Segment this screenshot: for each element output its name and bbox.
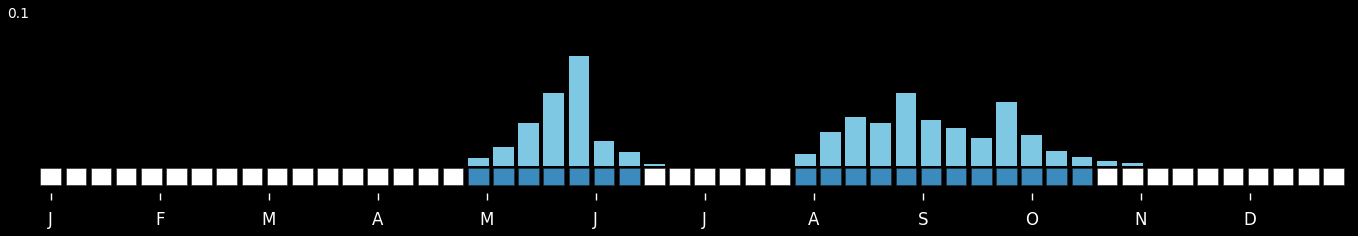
Bar	[292, 168, 312, 185]
Bar	[1148, 168, 1168, 185]
Bar	[493, 168, 513, 185]
Bar	[1021, 135, 1042, 166]
Bar	[669, 168, 690, 185]
Bar	[1198, 168, 1218, 185]
Bar	[519, 123, 539, 166]
Bar	[1047, 168, 1067, 185]
Bar	[1071, 168, 1092, 185]
Bar	[392, 168, 413, 185]
Bar	[1021, 168, 1042, 185]
Bar	[65, 168, 86, 185]
Bar	[1172, 168, 1192, 185]
Bar	[619, 168, 640, 185]
Bar	[1272, 168, 1293, 185]
Bar	[543, 168, 564, 185]
Bar	[493, 148, 513, 166]
Bar	[141, 168, 162, 185]
Bar	[921, 120, 941, 166]
Bar	[191, 168, 212, 185]
Bar	[342, 168, 363, 185]
Bar	[316, 168, 338, 185]
Bar	[1122, 163, 1142, 166]
Bar	[443, 168, 463, 185]
Bar	[543, 93, 564, 166]
Bar	[921, 168, 941, 185]
Bar	[1323, 168, 1344, 185]
Bar	[947, 168, 967, 185]
Bar	[870, 123, 891, 166]
Bar	[418, 168, 439, 185]
Bar	[845, 168, 866, 185]
Bar	[519, 168, 539, 185]
Bar	[1248, 168, 1268, 185]
Bar	[569, 56, 589, 166]
Bar	[820, 168, 841, 185]
Bar	[997, 102, 1017, 166]
Bar	[166, 168, 187, 185]
Bar	[744, 168, 766, 185]
Bar	[1097, 161, 1118, 166]
Bar	[1122, 168, 1142, 185]
Bar	[870, 168, 891, 185]
Bar	[895, 93, 917, 166]
Bar	[794, 154, 816, 166]
Bar	[266, 168, 288, 185]
Bar	[1222, 168, 1243, 185]
Bar	[720, 168, 740, 185]
Bar	[820, 132, 841, 166]
Bar	[644, 168, 664, 185]
Bar	[895, 168, 917, 185]
Bar	[115, 168, 137, 185]
Bar	[1047, 151, 1067, 166]
Bar	[41, 168, 61, 185]
Bar	[1071, 156, 1092, 166]
Bar	[469, 158, 489, 166]
Bar	[216, 168, 238, 185]
Bar	[368, 168, 388, 185]
Bar	[947, 128, 967, 166]
Bar	[469, 168, 489, 185]
Bar	[997, 168, 1017, 185]
Bar	[794, 168, 816, 185]
Bar	[644, 164, 664, 166]
Bar	[971, 138, 991, 166]
Bar	[242, 168, 262, 185]
Bar	[694, 168, 714, 185]
Bar	[1298, 168, 1319, 185]
Bar	[1097, 168, 1118, 185]
Bar	[593, 168, 614, 185]
Bar	[619, 152, 640, 166]
Bar	[770, 168, 790, 185]
Bar	[569, 168, 589, 185]
Bar	[91, 168, 111, 185]
Bar	[971, 168, 991, 185]
Bar	[845, 117, 866, 166]
Bar	[593, 141, 614, 166]
